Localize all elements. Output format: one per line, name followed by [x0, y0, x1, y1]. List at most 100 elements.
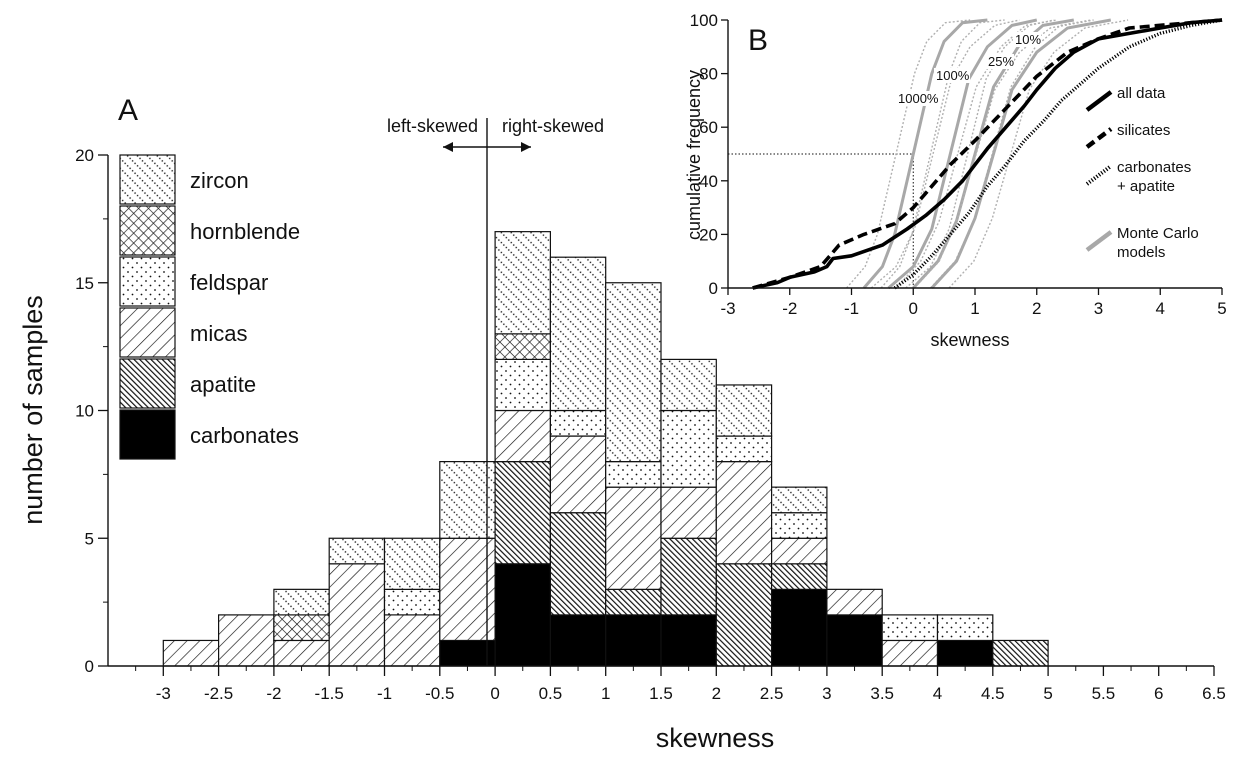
percent-label-bg — [896, 91, 940, 106]
x-tick-label: 2.5 — [760, 684, 784, 703]
bar-feldspar-2 — [715, 435, 773, 463]
inset-x-ticks: -3 -2 -1 0 1 2 3 4 5 — [720, 288, 1227, 318]
bar-micas-1 — [605, 486, 662, 590]
bar-zircon--1 — [383, 537, 441, 590]
left-skewed-label: left-skewed — [387, 116, 478, 136]
bar-carbonates-3 — [826, 614, 883, 667]
inset-legend-item-carbonates: carbonates + apatite — [1085, 159, 1191, 195]
x-tick-label: 2 — [712, 684, 721, 703]
bar-carbonates-2.5 — [770, 588, 828, 667]
bar-micas-0.5 — [549, 435, 607, 514]
bar-carbonates-4 — [936, 639, 994, 667]
bar-feldspar-4 — [936, 614, 994, 642]
legend-item-micas: micas — [119, 307, 247, 358]
inset-x-tick-label: 0 — [909, 299, 918, 318]
series-line-silicates — [752, 18, 1223, 290]
inset-legend-label: all data — [1117, 85, 1166, 102]
legend-label-hornblende: hornblende — [190, 219, 300, 244]
monte-carlo-curve-10% — [913, 18, 1129, 290]
inset-x-tick-label: 2 — [1032, 299, 1041, 318]
histogram-legend: zircon hornblende feldspar micas apatite carb… — [119, 154, 300, 460]
bar-feldspar-0.5 — [549, 409, 607, 437]
legend-item-hornblende: hornblende — [119, 205, 300, 256]
monte-carlo-curves — [846, 18, 1129, 290]
inset-y-axis-title: cumulative frequency — [684, 70, 704, 240]
inset-y-tick-label: 0 — [709, 279, 718, 298]
x-tick-label: -1 — [377, 684, 392, 703]
inset-legend-item-Monte: Monte Carlo models — [1085, 225, 1199, 261]
monte-carlo-curve-100% — [870, 18, 1055, 290]
percent-label-text: 100% — [936, 68, 970, 83]
bar-micas-1.5 — [660, 486, 717, 539]
x-tick-label: 0.5 — [539, 684, 563, 703]
inset-y-tick-label: 40 — [699, 172, 718, 191]
bar-micas-0 — [494, 409, 552, 463]
monte-carlo-envelope — [846, 19, 971, 289]
legend-label-feldspar: feldspar — [190, 270, 268, 295]
histogram-x-ticks: -3 -2.5 -2 -1.5 -1 -0.5 0 0.5 1 1.5 2 2.5 3 3.5 4 4.5 5 5… — [135, 666, 1226, 703]
skew-divider: left-skewed right-skewed — [387, 116, 604, 666]
bar-carbonates-0.5 — [549, 614, 607, 667]
legend-swatch-zircon — [119, 154, 176, 205]
cumulative-inset-panel-b: -3 -2 -1 0 1 2 3 4 5 0 20 40 60 80 100 1000% 100% 25%10… — [684, 11, 1227, 350]
legend-swatch-hornblende — [119, 205, 176, 256]
legend-swatch-feldspar — [119, 256, 176, 307]
bar-hornblende-0 — [494, 333, 552, 361]
inset-legend-item-silicates: silicates — [1085, 122, 1170, 149]
inset-x-tick-label: 1 — [970, 299, 979, 318]
x-tick-label: -2.5 — [204, 684, 233, 703]
inset-legend-sample — [1085, 90, 1113, 112]
monte-carlo-curve-1000% — [846, 18, 1005, 289]
x-tick-label: 3 — [822, 684, 831, 703]
bar-zircon--1.5 — [328, 537, 386, 565]
bar-micas-3.5 — [881, 639, 939, 667]
bar-micas--3 — [162, 639, 220, 667]
histogram-bars — [162, 231, 1049, 667]
legend-item-zircon: zircon — [119, 154, 249, 205]
inset-y-tick-label: 60 — [699, 118, 718, 137]
bar-micas-2.5 — [770, 537, 828, 565]
monte-carlo-median — [862, 18, 988, 289]
inset-x-tick-label: -3 — [720, 299, 735, 318]
legend-swatch-micas — [119, 307, 176, 358]
inset-legend-item-all: all data — [1085, 85, 1166, 112]
legend-item-feldspar: feldspar — [119, 256, 268, 307]
legend-label-apatite: apatite — [190, 372, 256, 397]
x-tick-label: 5 — [1043, 684, 1052, 703]
right-skewed-label: right-skewed — [502, 116, 604, 136]
bar-micas-2 — [715, 461, 773, 565]
bar-micas--1.5 — [328, 563, 386, 667]
monte-carlo-curve-25% — [895, 18, 1092, 290]
percent-label-bg — [986, 54, 1014, 69]
bar-apatite-1.5 — [660, 537, 717, 616]
bar-micas--2.5 — [218, 614, 275, 667]
x-tick-label: 5.5 — [1092, 684, 1116, 703]
percent-label-1000%: 1000% — [896, 91, 940, 106]
monte-carlo-envelope — [880, 19, 1005, 289]
bar-apatite-2.5 — [770, 563, 828, 590]
monte-carlo-envelope — [929, 19, 1092, 289]
bar-feldspar-2.5 — [770, 512, 828, 539]
inset-x-tick-label: 3 — [1094, 299, 1103, 318]
inset-legend-label: + apatite — [1117, 178, 1175, 195]
x-tick-label: 1.5 — [649, 684, 673, 703]
bar-zircon-2.5 — [770, 486, 828, 514]
bar-feldspar-1 — [605, 461, 662, 488]
bar-apatite-1 — [605, 588, 662, 616]
legend-item-apatite: apatite — [119, 358, 256, 409]
inset-legend-label: Monte Carlo — [1117, 225, 1199, 242]
inset-y-ticks: 0 20 40 60 80 100 — [690, 11, 728, 298]
monte-carlo-envelope — [895, 19, 1057, 289]
legend-swatch-apatite — [119, 358, 176, 409]
inset-x-axis-title: skewness — [930, 330, 1009, 350]
bar-apatite-4.5 — [992, 639, 1049, 667]
x-tick-label: -1.5 — [315, 684, 344, 703]
bar-zircon-2 — [715, 384, 773, 437]
y-axis-title: number of samples — [18, 295, 48, 525]
bar-zircon--0.5 — [439, 461, 496, 539]
series-line-carbonates — [893, 18, 1223, 290]
percent-label-bg — [1013, 32, 1041, 47]
percent-label-25%: 25% — [986, 54, 1014, 69]
monte-carlo-median — [930, 18, 1112, 290]
bar-micas-3 — [826, 588, 883, 616]
